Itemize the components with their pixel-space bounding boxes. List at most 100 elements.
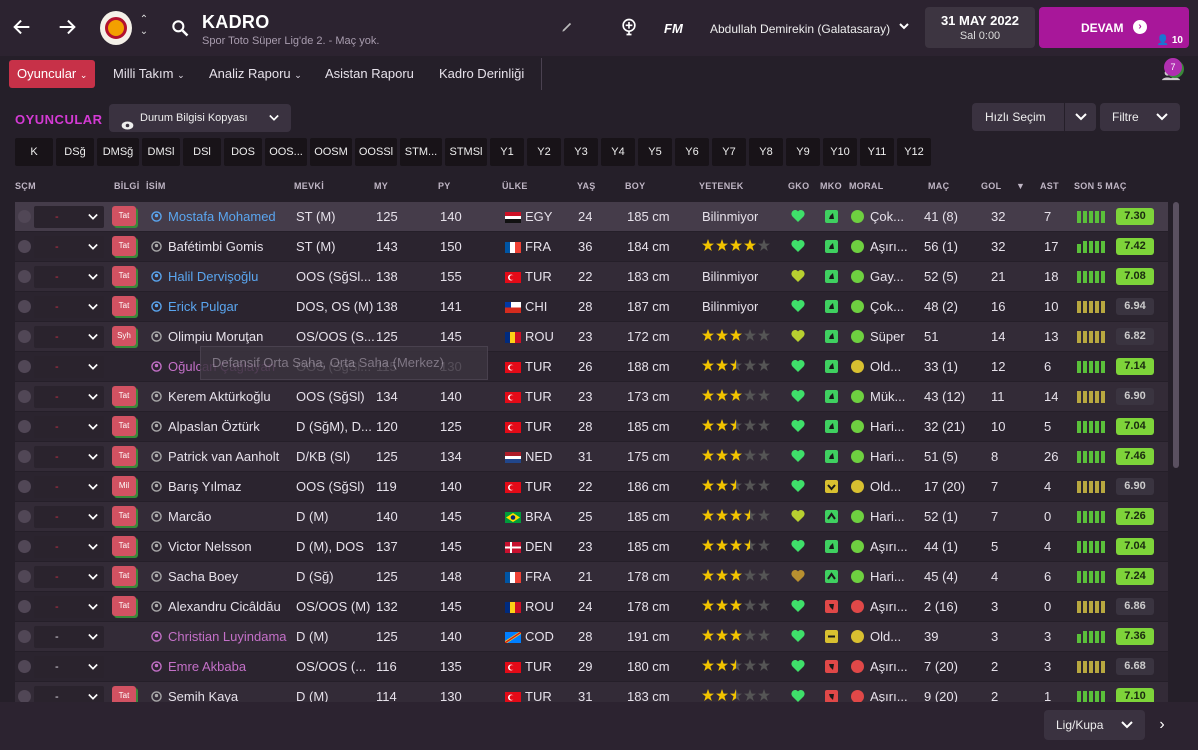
col-isim[interactable]: İSİM: [146, 181, 166, 191]
table-row[interactable]: - Tat Mostafa Mohamed ST (M) 125 140 EGY 24 185 …: [15, 202, 1168, 231]
player-name[interactable]: Emre Akbaba: [168, 659, 247, 674]
player-name[interactable]: Bafétimbi Gomis: [168, 239, 264, 254]
position-filter-21[interactable]: Y10: [823, 138, 857, 166]
row-checkbox[interactable]: [18, 240, 31, 253]
player-country[interactable]: TUR: [525, 419, 552, 434]
table-row[interactable]: - Tat Kerem Aktürkoğlu OOS (SğSl) 134 140 TUR 2…: [15, 382, 1168, 411]
player-country[interactable]: COD: [525, 629, 554, 644]
chevron-down-icon[interactable]: [898, 20, 910, 35]
selection-dropdown[interactable]: -: [34, 656, 104, 678]
table-row[interactable]: -Oğulcan ÇağlayanOOS (SğSl...115130TUR26…: [15, 352, 1168, 381]
status-badge[interactable]: Tat: [112, 416, 136, 436]
player-name[interactable]: Christian Luyindama: [168, 629, 287, 644]
player-name[interactable]: Alpaslan Öztürk: [168, 419, 260, 434]
table-row[interactable]: - Tat Marcão D (M) 140 145 BRA 25 185 cm Hari... 5…: [15, 502, 1168, 531]
position-filter-19[interactable]: Y8: [749, 138, 783, 166]
row-checkbox[interactable]: [18, 570, 31, 583]
player-country[interactable]: FRA: [525, 239, 551, 254]
position-filter-22[interactable]: Y11: [860, 138, 894, 166]
position-filter-3[interactable]: DMSğ: [97, 138, 139, 166]
row-checkbox[interactable]: [18, 300, 31, 313]
player-country[interactable]: FRA: [525, 569, 551, 584]
position-filter-13[interactable]: Y2: [527, 138, 561, 166]
club-crest-icon[interactable]: [100, 11, 132, 45]
position-filter-4[interactable]: DMSl: [142, 138, 180, 166]
player-country[interactable]: NED: [525, 449, 553, 464]
player-name[interactable]: Olimpiu Moruţan: [168, 329, 264, 344]
table-row[interactable]: - Mil Barış Yılmaz OOS (SğSl) 119 140 TUR 22 186…: [15, 472, 1168, 501]
status-badge[interactable]: Mil: [112, 476, 136, 496]
status-badge[interactable]: Tat: [112, 686, 136, 702]
row-checkbox[interactable]: [18, 270, 31, 283]
status-badge[interactable]: Tat: [112, 206, 136, 226]
position-filter-9[interactable]: OOSSl: [355, 138, 397, 166]
position-filter-17[interactable]: Y6: [675, 138, 709, 166]
row-checkbox[interactable]: [18, 540, 31, 553]
selection-dropdown[interactable]: -: [34, 386, 104, 408]
player-country[interactable]: BRA: [525, 509, 552, 524]
player-name[interactable]: Marcão: [168, 509, 212, 524]
tab-kadro-derinligi[interactable]: Kadro Derinliği: [439, 66, 525, 81]
tab-analiz-raporu[interactable]: Analiz Raporu ⌄: [209, 66, 302, 81]
col-py[interactable]: PY: [438, 181, 451, 191]
player-name[interactable]: Semih Kaya: [168, 689, 239, 702]
player-country[interactable]: TUR: [525, 689, 552, 702]
col-gol[interactable]: GOL: [981, 181, 1002, 191]
col-gko[interactable]: GKO: [788, 181, 810, 191]
row-checkbox[interactable]: [18, 360, 31, 373]
position-filter-2[interactable]: DSğ: [56, 138, 94, 166]
scrollbar[interactable]: [1173, 202, 1179, 468]
player-country[interactable]: TUR: [525, 389, 552, 404]
filter-button[interactable]: Filtre: [1100, 103, 1180, 131]
chevron-right-icon[interactable]: ›: [1159, 716, 1165, 733]
position-filter-16[interactable]: Y5: [638, 138, 672, 166]
col-my[interactable]: MY: [374, 181, 389, 191]
player-name[interactable]: Halil Dervişoğlu: [168, 269, 259, 284]
position-filter-8[interactable]: OOSM: [310, 138, 352, 166]
player-country[interactable]: TUR: [525, 359, 552, 374]
row-checkbox[interactable]: [18, 630, 31, 643]
selection-dropdown[interactable]: -: [34, 536, 104, 558]
player-country[interactable]: CHI: [525, 299, 548, 314]
col-mevki[interactable]: MEVKİ: [294, 181, 325, 191]
position-filter-7[interactable]: OOS...: [265, 138, 307, 166]
col-mko[interactable]: MKO: [820, 181, 842, 191]
position-filter-20[interactable]: Y9: [786, 138, 820, 166]
tab-milli-takim[interactable]: Milli Takım ⌄: [113, 66, 185, 81]
status-badge[interactable]: Syh: [112, 326, 136, 346]
col-ast[interactable]: AST: [1040, 181, 1059, 191]
row-checkbox[interactable]: [18, 660, 31, 673]
selection-dropdown[interactable]: -: [34, 506, 104, 528]
status-badge[interactable]: Tat: [112, 566, 136, 586]
position-filter-18[interactable]: Y7: [712, 138, 746, 166]
col-scm[interactable]: SÇM: [15, 181, 36, 191]
table-row[interactable]: - Tat Bafétimbi Gomis ST (M) 143 150 FRA 36 184 …: [15, 232, 1168, 261]
col-son5[interactable]: SON 5 MAÇ: [1074, 181, 1127, 191]
col-mac[interactable]: MAÇ: [928, 181, 950, 191]
row-checkbox[interactable]: [18, 450, 31, 463]
fm-logo[interactable]: FM: [664, 21, 683, 36]
selection-dropdown[interactable]: -: [34, 446, 104, 468]
row-checkbox[interactable]: [18, 420, 31, 433]
continue-button[interactable]: DEVAM › 👤 10: [1039, 7, 1189, 48]
player-name[interactable]: Erick Pulgar: [168, 299, 239, 314]
row-checkbox[interactable]: [18, 510, 31, 523]
selection-dropdown[interactable]: -: [34, 596, 104, 618]
selection-dropdown[interactable]: -: [34, 416, 104, 438]
status-badge[interactable]: Tat: [112, 596, 136, 616]
table-row[interactable]: - Syh Olimpiu Moruţan OS/OOS (S... 125 145 ROU…: [15, 322, 1168, 351]
selection-dropdown[interactable]: -: [34, 686, 104, 702]
selection-dropdown[interactable]: -: [34, 566, 104, 588]
player-country[interactable]: TUR: [525, 479, 552, 494]
position-filter-11[interactable]: STMSl: [445, 138, 487, 166]
position-filter-14[interactable]: Y3: [564, 138, 598, 166]
date-box[interactable]: 31 MAY 2022 Sal 0:00: [925, 7, 1035, 48]
table-row[interactable]: - Tat Victor Nelsson D (M), DOS 137 145 DEN 23 1…: [15, 532, 1168, 561]
table-row[interactable]: - Christian Luyindama D (M) 125 140 COD 28 191 …: [15, 622, 1168, 651]
selection-dropdown[interactable]: -: [34, 236, 104, 258]
player-country[interactable]: ROU: [525, 599, 554, 614]
col-ulke[interactable]: ÜLKE: [502, 181, 528, 191]
tab-asistan-raporu[interactable]: Asistan Raporu: [325, 66, 414, 81]
player-name[interactable]: Kerem Aktürkoğlu: [168, 389, 271, 404]
player-name[interactable]: Sacha Boey: [168, 569, 239, 584]
